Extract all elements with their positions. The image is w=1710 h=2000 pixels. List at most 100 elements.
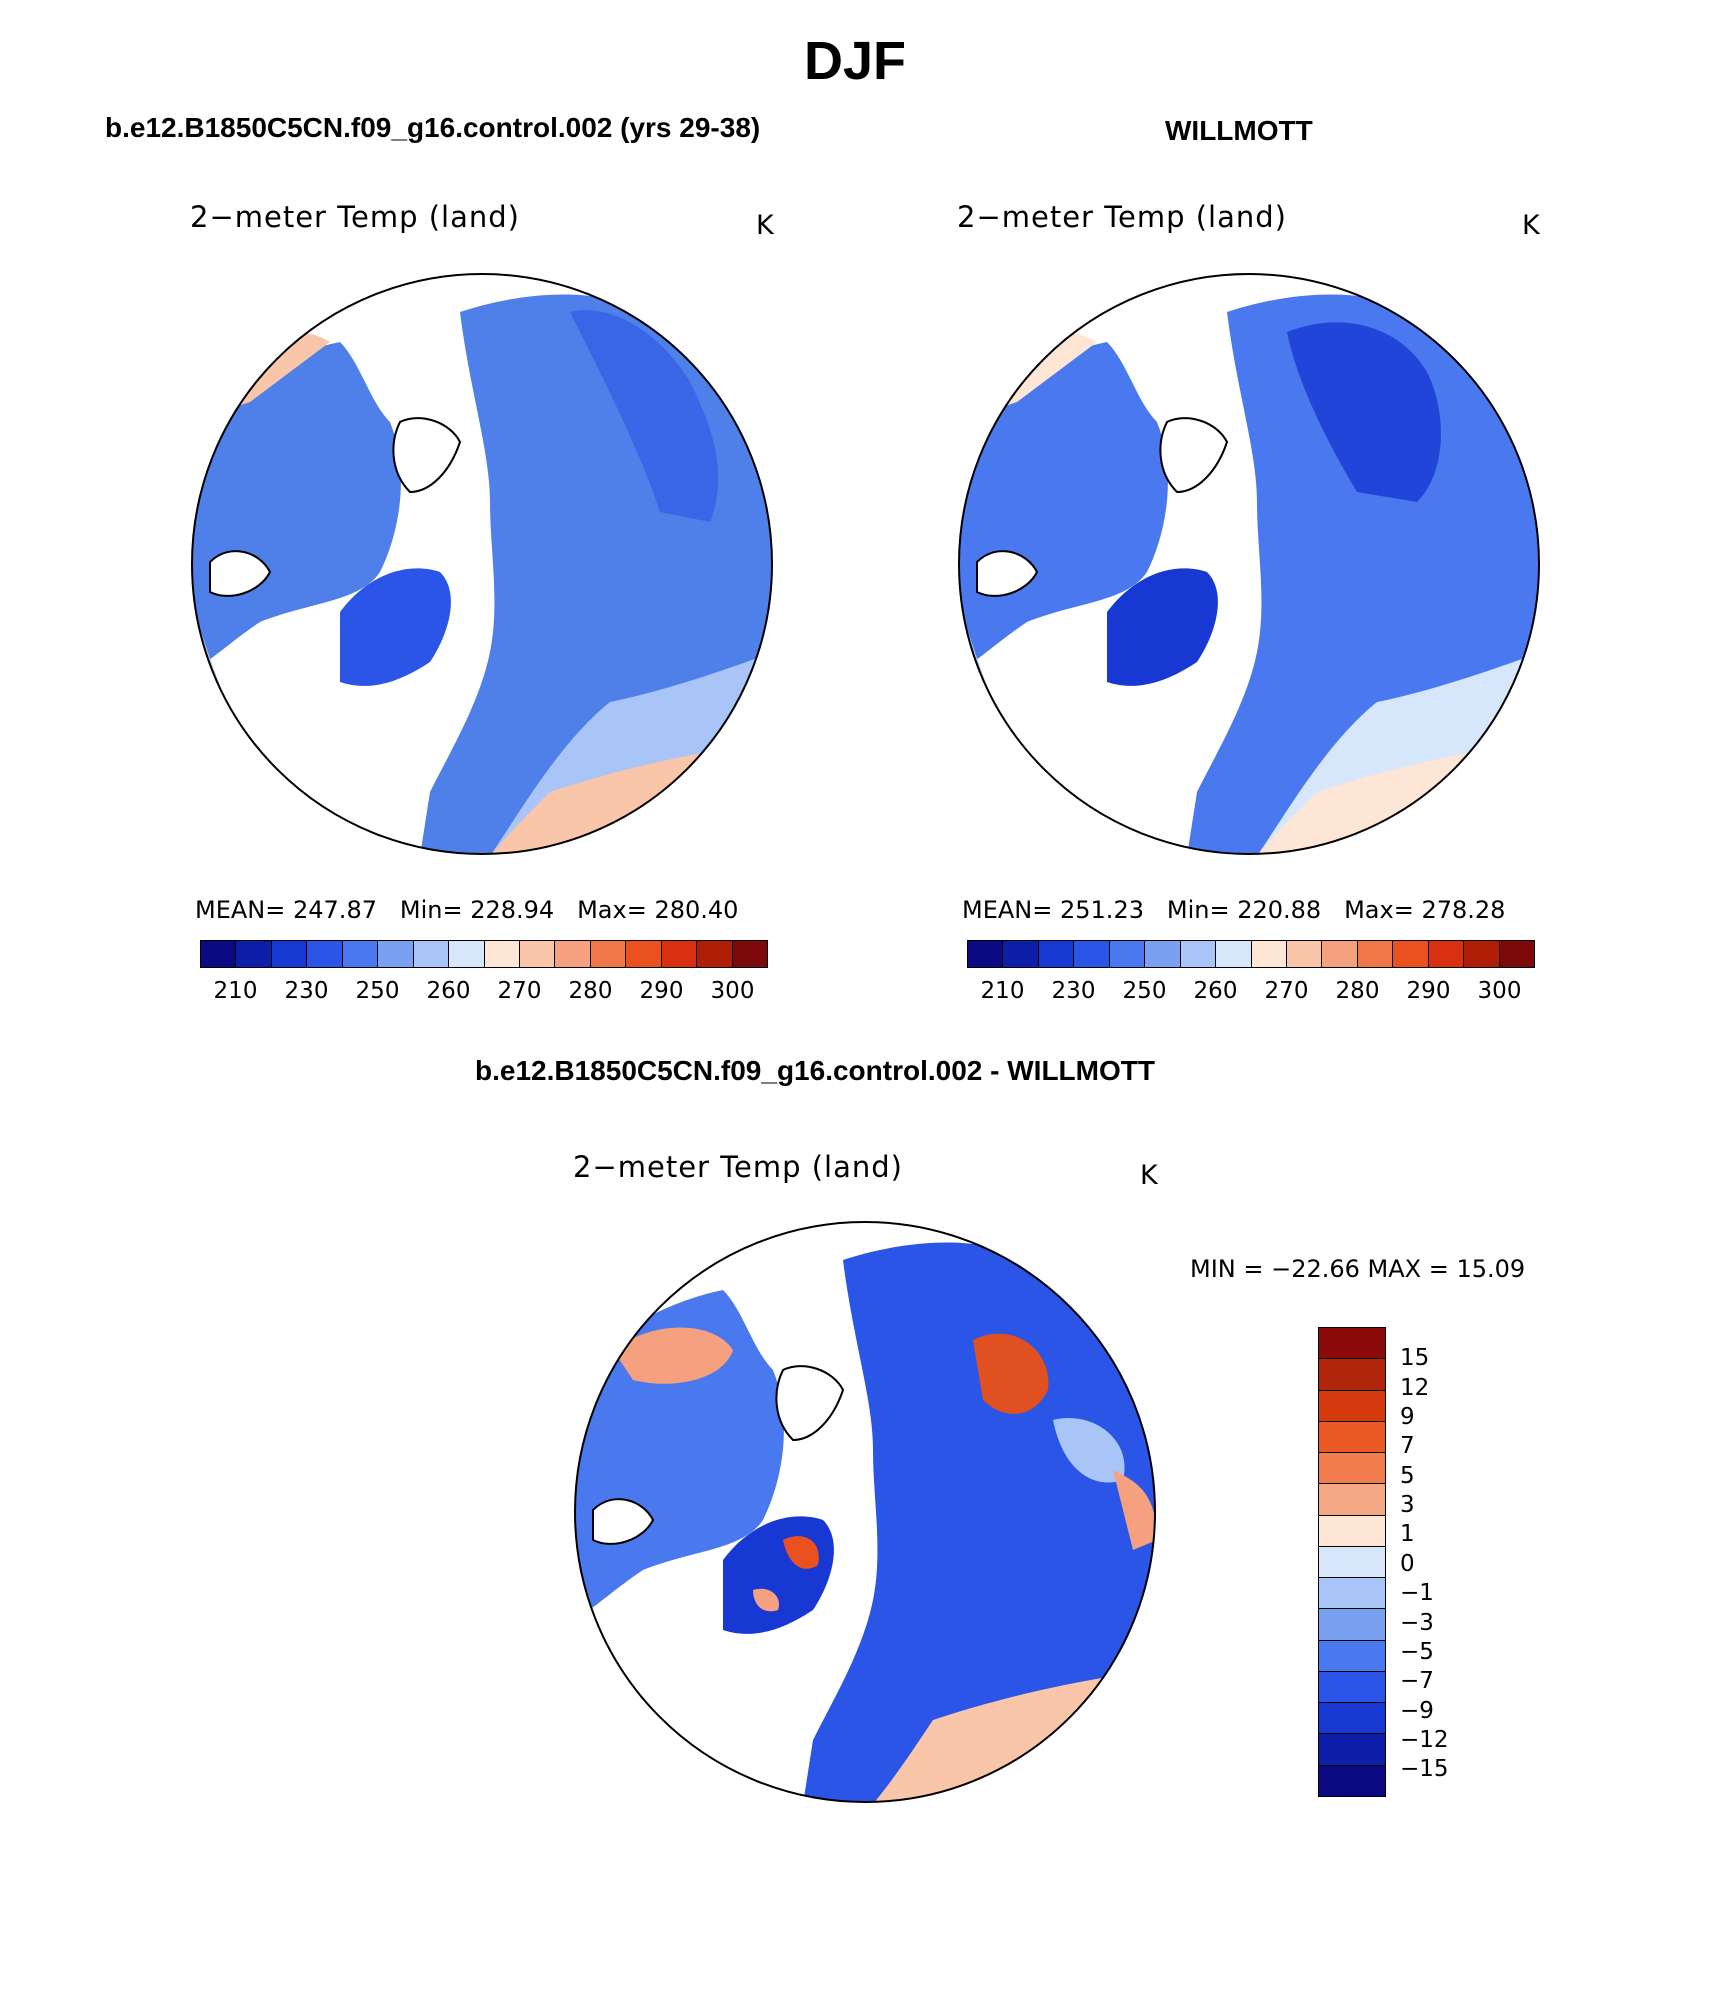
left-colorbar [200,940,768,968]
right-units-label: K [1522,210,1540,241]
diff-colorbar-box-14 [1319,1765,1385,1796]
diff-minmax-label: MIN = −22.66 MAX = 15.09 [1190,1255,1526,1283]
right-mean-value: 251.23 [1060,896,1144,924]
right-plot-title: 2−meter Temp (land) [957,200,1287,234]
left-mean-label: MEAN= [195,896,286,924]
diff-colorbar-tick-label: −15 [1400,1756,1449,1783]
right-colorbar-tick-label: 250 [1122,978,1167,1004]
diff-plot-title: 2−meter Temp (land) [573,1150,903,1184]
diff-colorbar-tick-label: −1 [1400,1580,1434,1607]
left-max-value: 280.40 [654,896,739,924]
left-colorbar-box-3 [307,941,343,967]
left-colorbar-tick-label: 260 [426,978,471,1004]
left-colorbar-box-7 [449,941,485,967]
left-colorbar-box-9 [519,941,556,967]
diff-colorbar-tick-label: 3 [1400,1492,1415,1518]
right-colorbar-tick-label: 210 [980,978,1025,1004]
diff-colorbar-box-3 [1319,1421,1385,1454]
diff-colorbar-tick-label: −5 [1400,1638,1434,1665]
left-colorbar-tick-label: 250 [355,978,400,1004]
diff-colorbar-box-2 [1319,1390,1385,1422]
left-colorbar-box-1 [236,941,272,967]
diff-colorbar-box-5 [1319,1484,1385,1516]
diff-colorbar-box-10 [1319,1640,1385,1672]
diff-colorbar-tick-label: 9 [1400,1403,1415,1430]
left-stats-line: MEAN= 247.87 Min= 228.94 Max= 280.40 [195,896,738,924]
diff-colorbar-tick-label: −12 [1400,1727,1449,1753]
diff-colorbar-tick-label: 15 [1400,1345,1430,1372]
left-colorbar-tick-label: 270 [497,978,542,1004]
left-colorbar-box-5 [378,941,414,967]
right-max-label: Max= [1344,896,1414,924]
diff-colorbar-box-6 [1319,1515,1385,1547]
right-colorbar-box-10 [1322,941,1358,967]
right-colorbar-box-7 [1216,941,1252,967]
diff-colorbar-box-0 [1319,1328,1385,1360]
diff-colorbar-box-9 [1319,1609,1385,1641]
left-case-title: b.e12.B1850C5CN.f09_g16.control.002 (yrs… [105,112,761,143]
right-colorbar-tick-label: 290 [1406,978,1451,1004]
right-colorbar [967,940,1535,968]
left-colorbar-box-0 [201,941,237,967]
left-plot-title: 2−meter Temp (land) [190,200,520,234]
left-colorbar-tick-label: 280 [568,978,613,1004]
right-colorbar-box-3 [1074,941,1110,967]
diff-colorbar-tick-label: −9 [1400,1697,1434,1724]
diff-units-label: K [1140,1160,1158,1191]
right-stats-line: MEAN= 251.23 Min= 220.88 Max= 278.28 [962,896,1505,924]
left-colorbar-box-11 [590,941,627,967]
diff-colorbar-box-1 [1319,1359,1385,1391]
right-colorbar-box-11 [1357,941,1394,967]
left-mean-value: 247.87 [293,896,377,924]
diff-case-title: b.e12.B1850C5CN.f09_g16.control.002 - WI… [475,1055,1155,1086]
diff-colorbar-box-11 [1319,1671,1385,1704]
left-colorbar-box-13 [661,941,698,967]
left-colorbar-tick-label: 210 [213,978,258,1004]
left-colorbar-box-15 [732,941,767,967]
diff-colorbar-tick-label: 1 [1400,1521,1415,1548]
diff-colorbar-box-13 [1319,1734,1385,1766]
left-min-value: 228.94 [470,896,555,924]
right-case-title: WILLMOTT [1165,115,1313,146]
right-mean-label: MEAN= [962,896,1053,924]
right-colorbar-box-6 [1180,941,1217,967]
right-colorbar-box-2 [1038,941,1075,967]
right-colorbar-tick-label: 230 [1051,978,1096,1004]
diff-colorbar-tick-label: 5 [1400,1462,1415,1489]
right-colorbar-box-12 [1393,941,1429,967]
right-colorbar-box-14 [1464,941,1500,967]
diff-colorbar-tick-label: 0 [1400,1550,1415,1577]
right-colorbar-box-5 [1145,941,1181,967]
left-max-label: Max= [577,896,647,924]
right-colorbar-tick-label: 270 [1264,978,1309,1004]
left-polar-map [191,273,773,855]
right-colorbar-tick-label: 260 [1193,978,1238,1004]
right-colorbar-tick-label: 280 [1335,978,1380,1004]
figure-title: DJF [803,31,906,91]
right-colorbar-box-1 [1003,941,1039,967]
left-colorbar-box-12 [626,941,662,967]
diff-polar-map [574,1221,1156,1803]
left-colorbar-tick-label: 290 [639,978,684,1004]
diff-colorbar-tick-label: 7 [1400,1433,1415,1460]
left-colorbar-tick-label: 300 [710,978,755,1004]
right-colorbar-box-0 [968,941,1004,967]
right-min-value: 220.88 [1237,896,1322,924]
diff-colorbar-tick-label: −7 [1400,1668,1434,1695]
left-colorbar-tick-label: 230 [284,978,329,1004]
diff-colorbar-tick-label: −3 [1400,1609,1434,1636]
diff-colorbar-box-12 [1319,1703,1385,1735]
left-colorbar-box-14 [697,941,733,967]
greenland-landmass [340,568,451,686]
left-colorbar-box-8 [484,941,520,967]
diff-colorbar-box-4 [1319,1453,1385,1485]
left-units-label: K [756,210,774,241]
right-max-value: 278.28 [1421,896,1506,924]
left-colorbar-box-10 [555,941,591,967]
right-polar-map [958,273,1540,855]
diff-colorbar-box-7 [1319,1546,1385,1579]
left-colorbar-box-2 [271,941,308,967]
right-colorbar-box-4 [1109,941,1146,967]
right-min-label: Min= [1166,896,1230,924]
diff-colorbar [1318,1327,1386,1797]
